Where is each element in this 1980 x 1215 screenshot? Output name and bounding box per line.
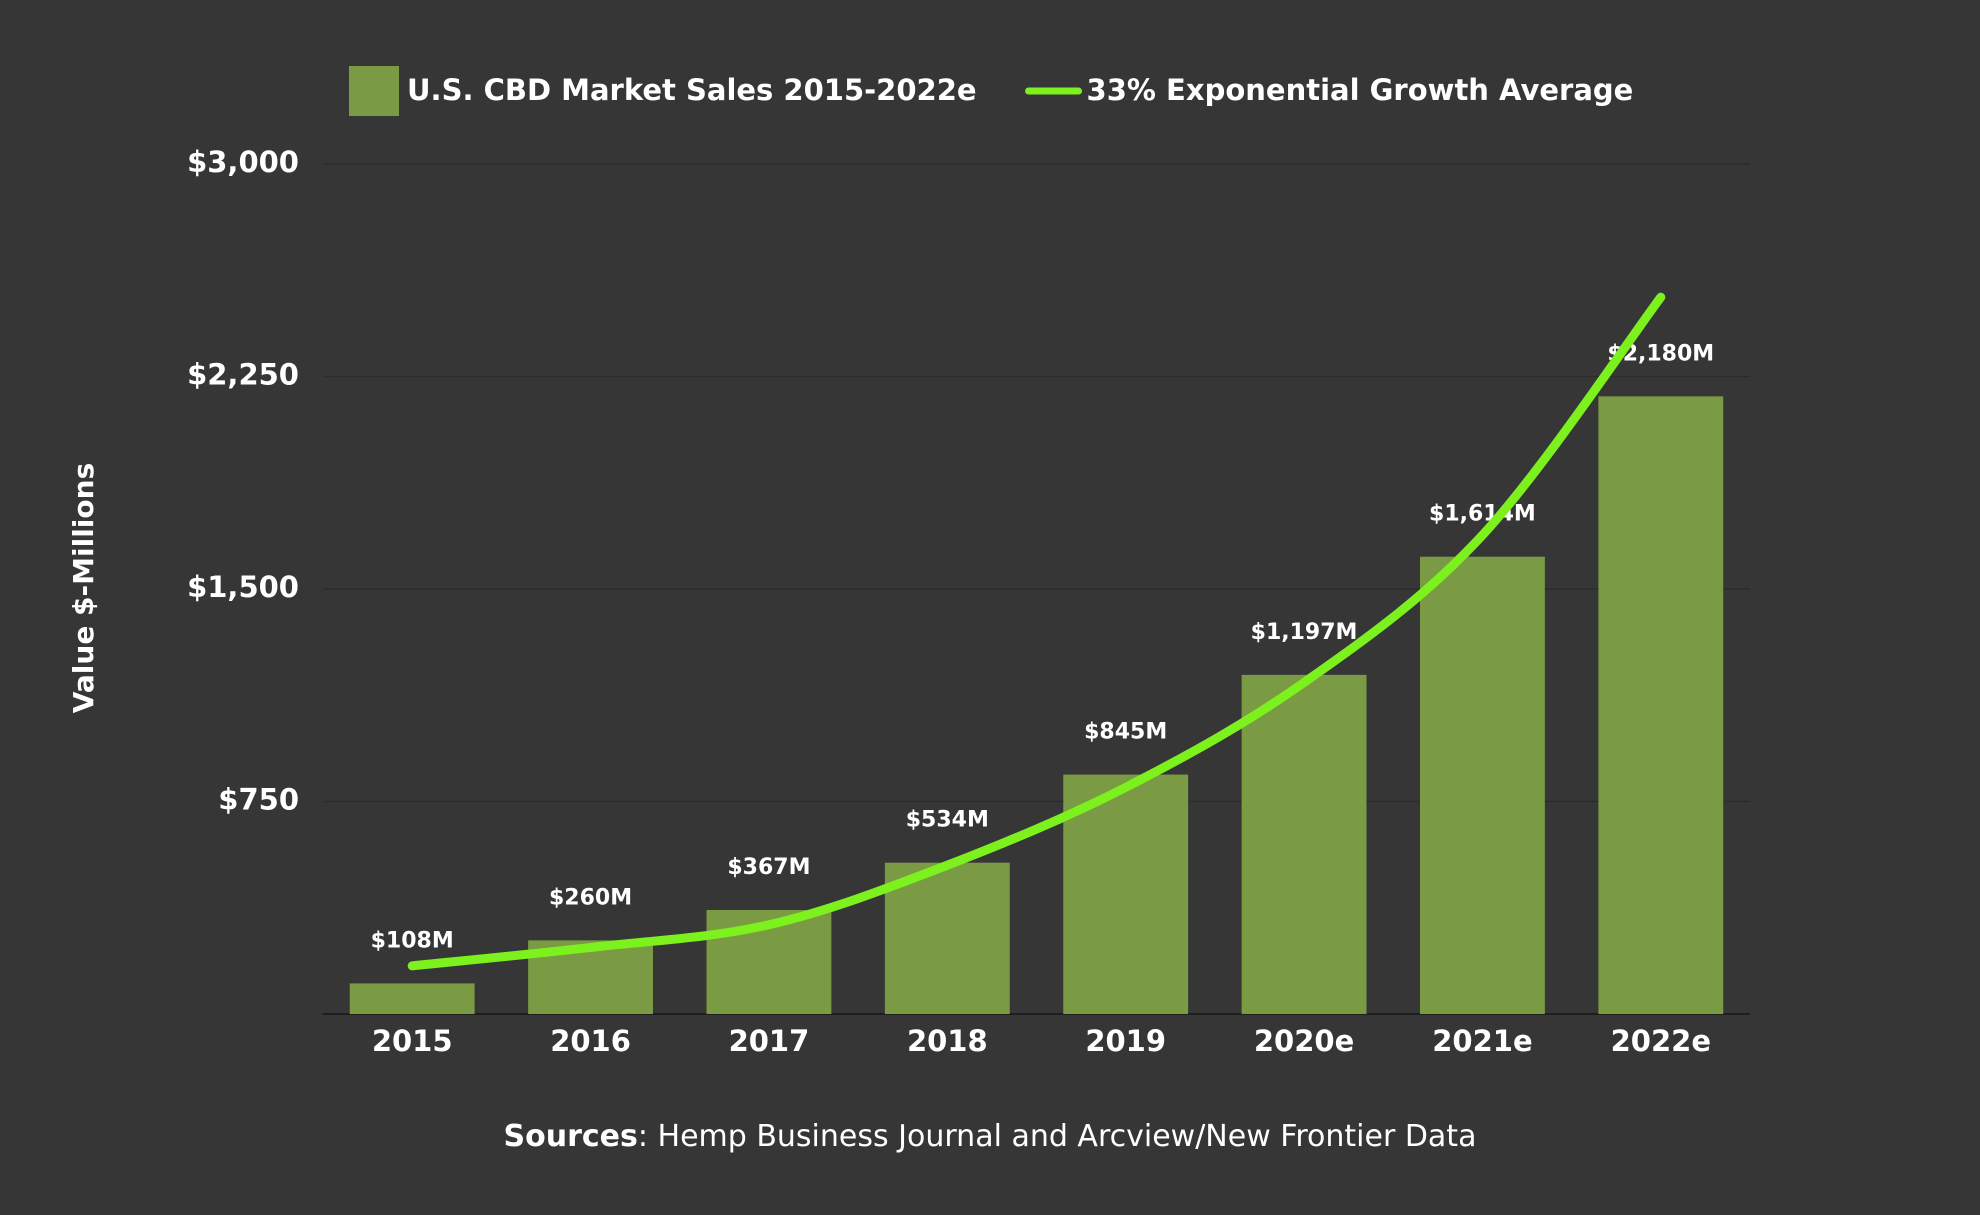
value-label: $260M <box>549 885 632 910</box>
x-tick-label: 2015 <box>372 1024 453 1058</box>
x-tick-label: 2020e <box>1254 1024 1354 1058</box>
value-label: $1,197M <box>1251 620 1358 645</box>
bar <box>1420 556 1545 1014</box>
source-text: : Hemp Business Journal and Arcview/New … <box>638 1119 1477 1154</box>
legend-label: U.S. CBD Market Sales 2015-2022e <box>407 73 977 107</box>
value-label: $367M <box>727 855 810 880</box>
source-label: Sources <box>504 1119 638 1154</box>
bar <box>1241 674 1367 1014</box>
growth-line <box>407 292 1666 971</box>
x-tick-label: 2022e <box>1611 1024 1711 1058</box>
x-tick-label: 2017 <box>729 1024 810 1058</box>
y-axis-label: Value $-Millions <box>67 463 100 714</box>
value-label: $845M <box>1084 720 1167 745</box>
bar <box>884 862 1010 1014</box>
value-label: $534M <box>906 808 989 833</box>
x-tick-label: 2018 <box>907 1024 988 1058</box>
x-tick-label: 2021e <box>1432 1024 1532 1058</box>
value-label: $1,614M <box>1429 502 1536 527</box>
value-label: $108M <box>371 928 454 953</box>
x-tick-label: 2016 <box>550 1024 631 1058</box>
y-tick-label: $2,250 <box>187 358 299 392</box>
legend-label: 33% Exponential Growth Average <box>1087 73 1634 107</box>
y-tick-label: $3,000 <box>187 145 299 179</box>
bar <box>1063 774 1189 1014</box>
x-tick-label: 2019 <box>1085 1024 1166 1058</box>
source: Sources: Hemp Business Journal and Arcvi… <box>504 1119 1477 1154</box>
y-tick-label: $1,500 <box>187 570 299 604</box>
bar <box>349 983 475 1014</box>
bar <box>1598 396 1724 1014</box>
legend-swatch <box>349 66 399 116</box>
y-tick-label: $750 <box>218 783 299 817</box>
